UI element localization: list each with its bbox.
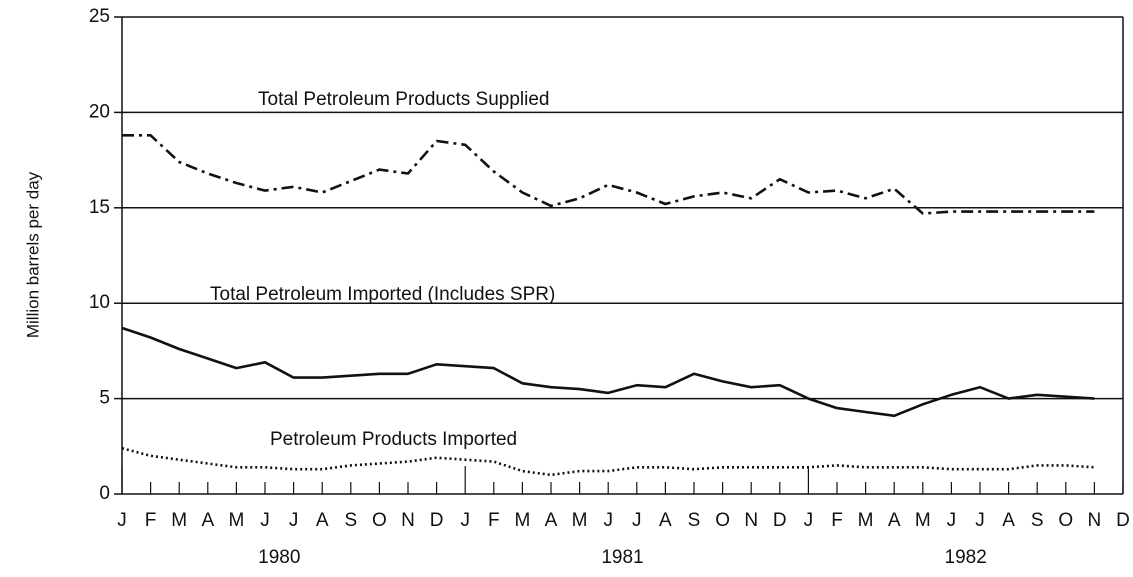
x-tick-label: M [915,510,931,531]
series-line [121,446,1095,477]
x-tick-label: M [514,510,530,531]
x-tick-label: J [460,510,470,531]
x-tick-label: D [773,510,787,531]
y-tick-label: 5 [99,388,110,409]
x-tick-label: A [888,510,901,531]
x-tick-label: A [201,510,214,531]
year-label: 1981 [601,547,643,568]
x-tick-label: A [1002,510,1015,531]
x-tick-label: O [372,510,387,531]
x-tick-label: N [744,510,758,531]
y-tick-label: 0 [99,483,110,504]
x-tick-label: A [316,510,329,531]
x-tick-label: D [1116,510,1130,531]
x-tick-label: M [572,510,588,531]
y-axis-label: Million barrels per day [23,171,42,338]
x-tick-label: J [260,510,270,531]
x-tick-label: F [831,510,843,531]
x-tick-label: A [545,510,558,531]
x-tick-label: D [430,510,444,531]
x-tick-label: J [632,510,642,531]
x-tick-label: N [401,510,415,531]
x-tick-label: S [688,510,701,531]
x-tick-label: M [228,510,244,531]
x-tick-label: M [171,510,187,531]
x-tick-label: O [715,510,730,531]
y-tick-label: 10 [89,292,110,313]
x-tick-label: J [117,510,127,531]
x-tick-label: J [975,510,985,531]
x-tick-label: F [145,510,157,531]
year-label: 1980 [258,547,300,568]
series-label: Total Petroleum Products Supplied [258,89,550,110]
x-tick-label: O [1058,510,1073,531]
y-tick-label: 25 [89,6,110,27]
x-tick-label: S [1031,510,1044,531]
x-tick-label: J [603,510,613,531]
x-tick-label: M [858,510,874,531]
series-line [121,326,1095,418]
x-tick-label: J [947,510,957,531]
y-tick-label: 20 [89,101,110,122]
x-tick-label: J [804,510,814,531]
x-tick-label: F [488,510,500,531]
y-tick-label: 15 [89,197,110,218]
x-tick-label: S [344,510,357,531]
series-label: Total Petroleum Imported (Includes SPR) [210,284,555,305]
series-line [122,134,1095,215]
x-tick-label: A [659,510,672,531]
series-label: Petroleum Products Imported [270,429,517,450]
x-tick-label: N [1088,510,1102,531]
year-label: 1982 [945,547,987,568]
x-tick-label: J [289,510,299,531]
